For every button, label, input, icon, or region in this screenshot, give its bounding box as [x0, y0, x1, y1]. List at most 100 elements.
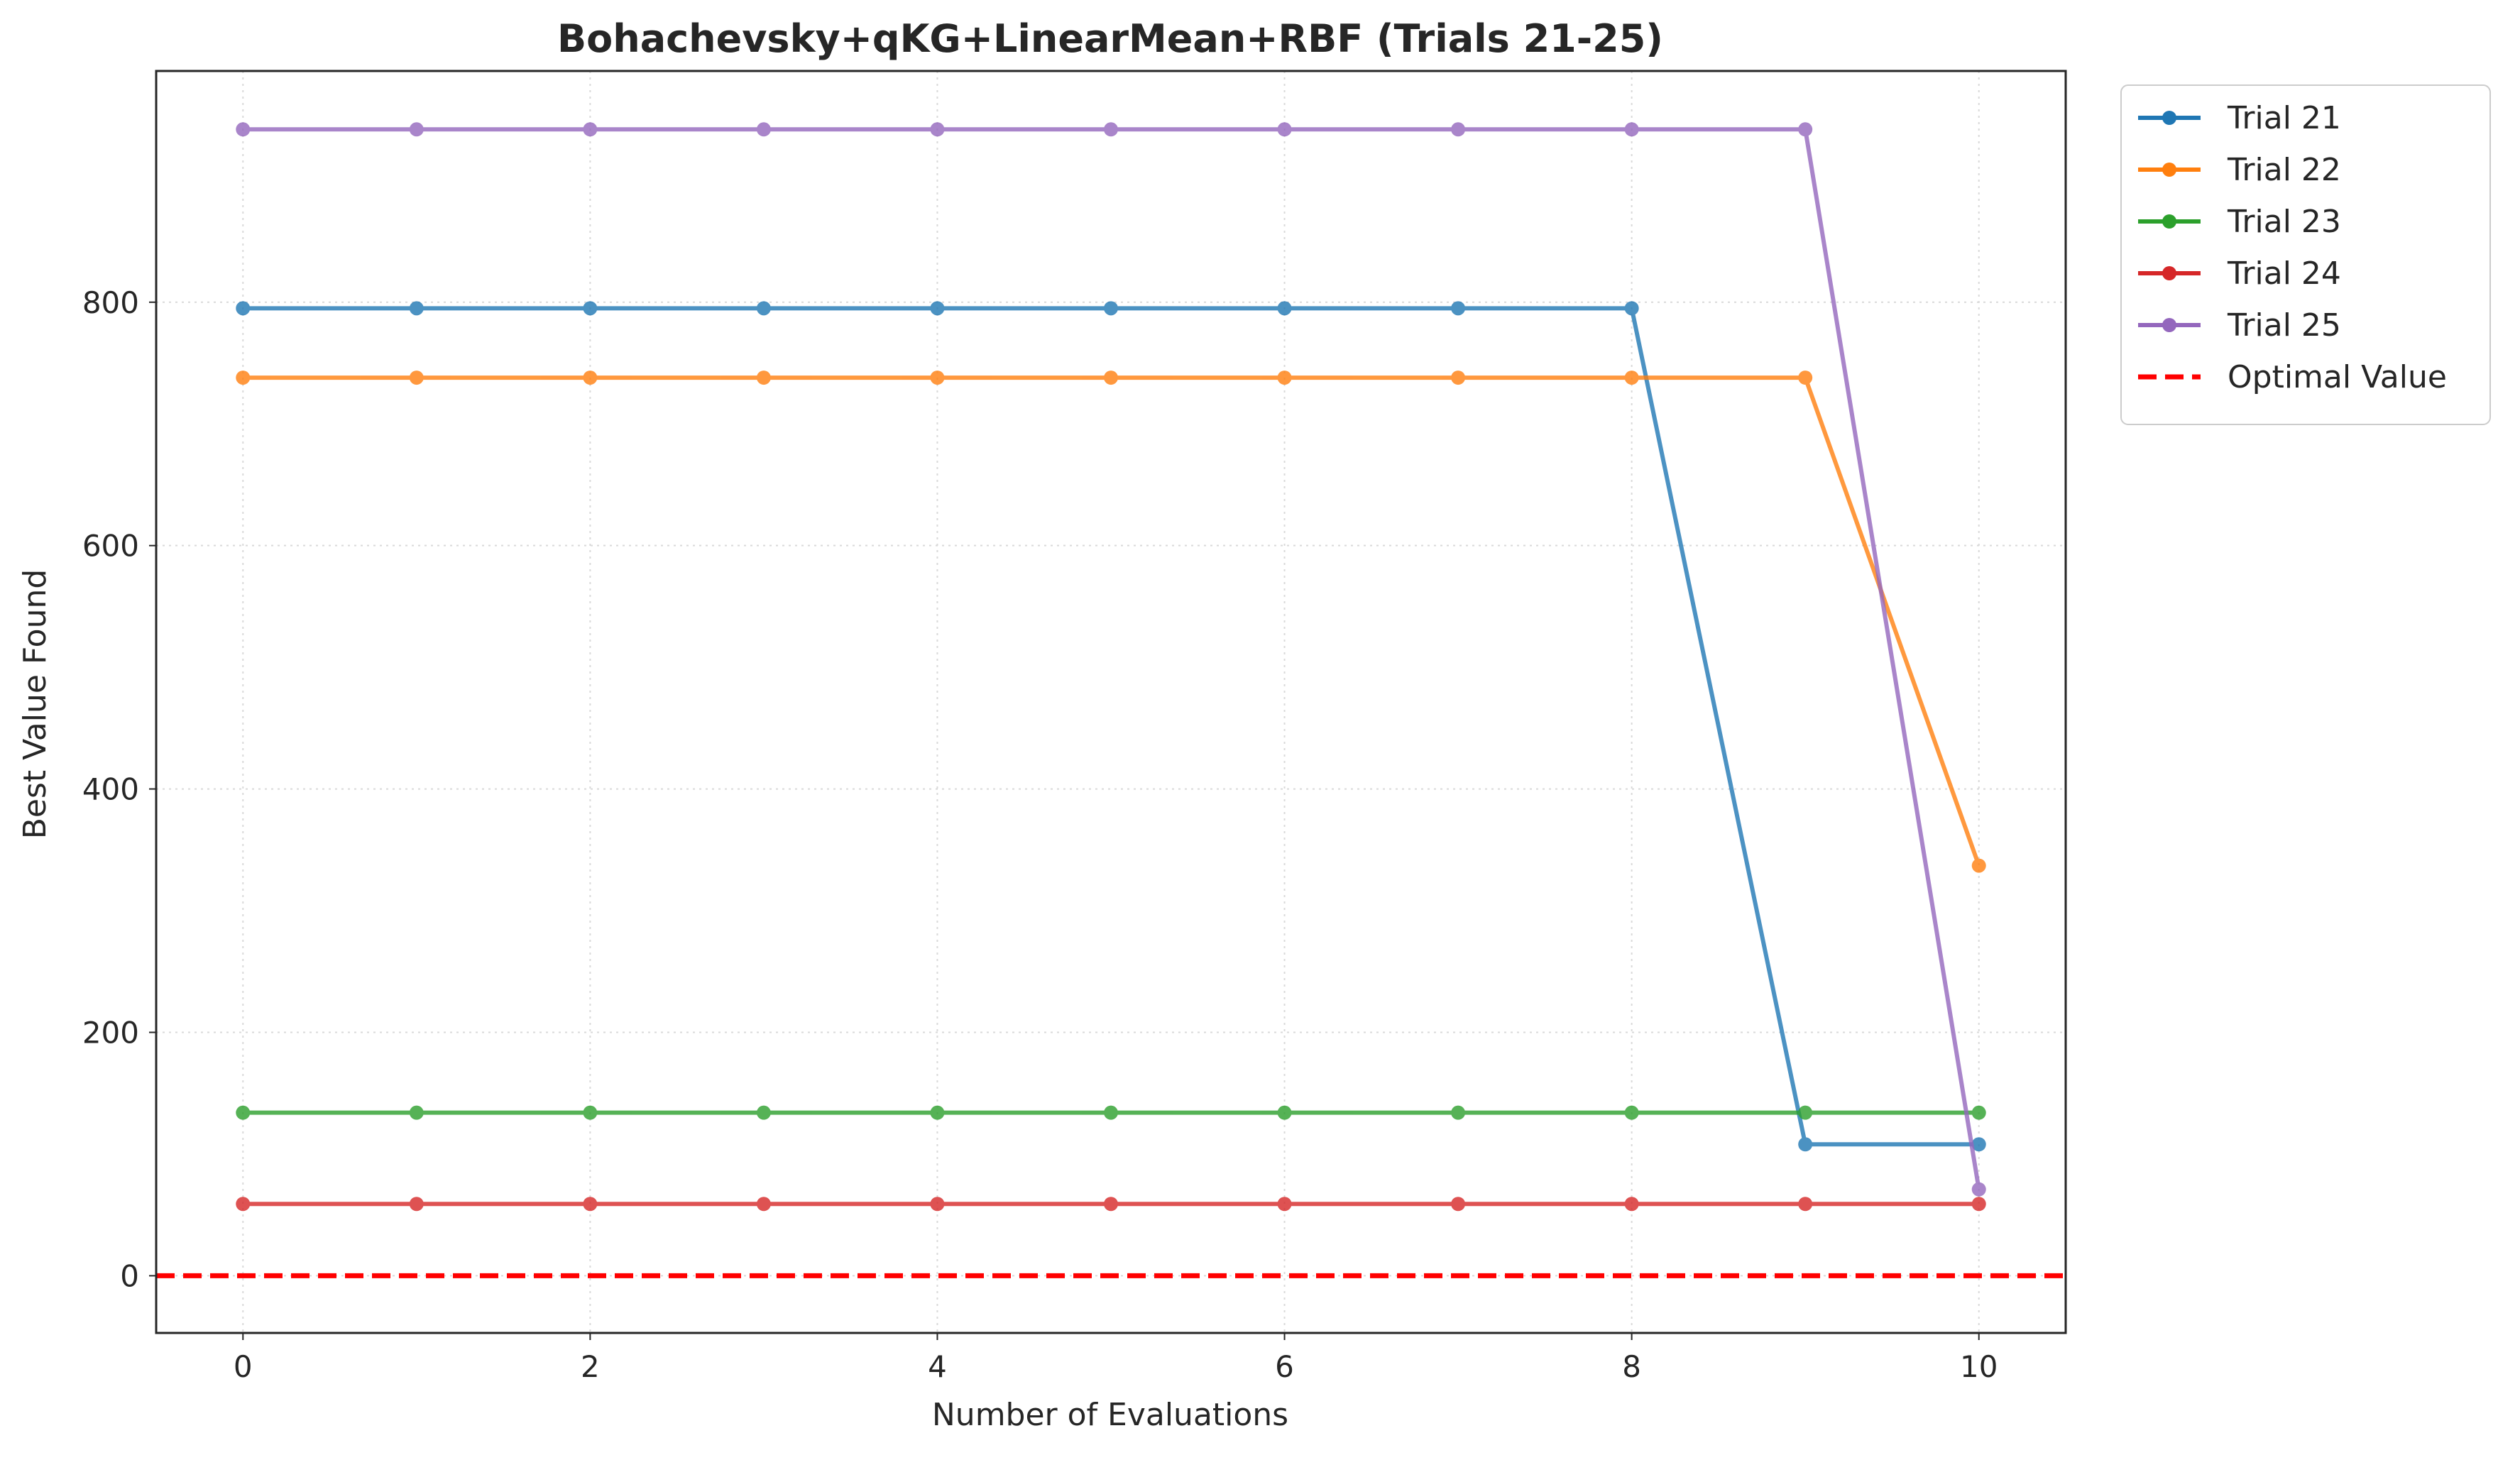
- data-point: [1451, 122, 1466, 137]
- data-point: [1971, 1137, 1986, 1152]
- legend: Trial 21 Trial 22 Trial 23 Trial 24 Trial 25…: [2120, 84, 2491, 425]
- series-trial-23: [236, 1105, 1986, 1120]
- data-point: [1277, 122, 1292, 137]
- x-tick-label: 4: [928, 1349, 947, 1384]
- data-point: [1277, 1197, 1292, 1212]
- legend-label: Trial 22: [2227, 152, 2341, 188]
- legend-label: Trial 23: [2227, 204, 2341, 240]
- legend-swatch-marker: [2162, 318, 2176, 332]
- y-tick-label: 800: [82, 285, 139, 320]
- x-tick-label: 10: [1960, 1349, 1998, 1384]
- data-point: [1624, 1105, 1639, 1120]
- data-point: [930, 1105, 945, 1120]
- legend-swatch-marker: [2162, 111, 2176, 125]
- data-point: [1798, 122, 1813, 137]
- legend-box: [2120, 84, 2491, 425]
- data-point: [1104, 122, 1118, 137]
- data-point: [1104, 1197, 1118, 1212]
- x-tick-label: 8: [1622, 1349, 1641, 1384]
- data-point: [1277, 371, 1292, 385]
- data-point: [1451, 1197, 1466, 1212]
- data-point: [1971, 858, 1986, 873]
- data-point: [930, 301, 945, 316]
- y-tick-label: 0: [120, 1258, 139, 1293]
- y-tick-label: 600: [82, 529, 139, 564]
- data-point: [1971, 1182, 1986, 1197]
- data-point: [1104, 301, 1118, 316]
- legend-item: Trial 23: [2138, 204, 2341, 240]
- data-point: [756, 301, 771, 316]
- data-point: [1451, 1105, 1466, 1120]
- data-point: [1624, 1197, 1639, 1212]
- data-point: [930, 1197, 945, 1212]
- data-point: [1451, 371, 1466, 385]
- series-trial-21: [236, 301, 1986, 1152]
- legend-label: Trial 25: [2227, 307, 2341, 344]
- legend-item: Trial 22: [2138, 152, 2341, 188]
- x-tick-label: 2: [581, 1349, 600, 1384]
- legend-label: Optimal Value: [2228, 359, 2447, 395]
- data-point: [409, 1197, 424, 1212]
- data-point: [1798, 1105, 1813, 1120]
- data-point: [756, 1105, 771, 1120]
- plot-area-frame: [155, 70, 2067, 1334]
- data-point: [1798, 371, 1813, 385]
- legend-label: Trial 24: [2227, 256, 2341, 292]
- data-point: [409, 301, 424, 316]
- legend-label: Trial 21: [2227, 100, 2341, 136]
- data-point: [583, 371, 598, 385]
- legend-swatch-marker: [2162, 163, 2176, 177]
- x-axis-label: Number of Evaluations: [932, 1397, 1288, 1433]
- data-point: [756, 371, 771, 385]
- data-point: [1624, 301, 1639, 316]
- data-point: [1798, 1137, 1813, 1152]
- axis-ticks: 0 2 4 6 8 10 0 200 400 600 800: [82, 285, 1998, 1384]
- data-point: [236, 122, 251, 137]
- data-point: [1624, 371, 1639, 385]
- legend-swatch-marker: [2162, 266, 2176, 280]
- data-point: [1277, 301, 1292, 316]
- data-point: [583, 1105, 598, 1120]
- data-point: [1798, 1197, 1813, 1212]
- data-point: [583, 122, 598, 137]
- data-point: [1971, 1105, 1986, 1120]
- data-point: [236, 371, 251, 385]
- data-point: [583, 301, 598, 316]
- grid: [156, 71, 2066, 1333]
- data-point: [409, 1105, 424, 1120]
- legend-item: Trial 21: [2138, 100, 2341, 136]
- legend-item: Trial 25: [2138, 307, 2341, 344]
- data-point: [1451, 301, 1466, 316]
- data-point: [583, 1197, 598, 1212]
- data-point: [930, 371, 945, 385]
- x-tick-label: 6: [1275, 1349, 1294, 1384]
- data-point: [1104, 1105, 1118, 1120]
- data-point: [236, 1197, 251, 1212]
- data-point: [236, 301, 251, 316]
- chart-title: Bohachevsky+qKG+LinearMean+RBF (Trials 2…: [557, 16, 1663, 61]
- data-point: [1104, 371, 1118, 385]
- data-point: [930, 122, 945, 137]
- data-point: [409, 122, 424, 137]
- legend-item: Optimal Value: [2138, 359, 2447, 395]
- data-point: [1971, 1197, 1986, 1212]
- series-trial-25: [236, 122, 1986, 1197]
- data-point: [756, 1197, 771, 1212]
- series-layer: [236, 122, 1986, 1212]
- data-point: [236, 1105, 251, 1120]
- series-trial-22: [236, 371, 1986, 873]
- data-point: [409, 371, 424, 385]
- legend-item: Trial 24: [2138, 256, 2341, 292]
- data-point: [1624, 122, 1639, 137]
- data-point: [756, 122, 771, 137]
- series-trial-24: [236, 1197, 1986, 1212]
- y-tick-label: 400: [82, 772, 139, 807]
- data-point: [1277, 1105, 1292, 1120]
- legend-swatch-marker: [2162, 214, 2176, 229]
- y-axis-label: Best Value Found: [17, 569, 53, 840]
- x-tick-label: 0: [234, 1349, 253, 1384]
- y-tick-label: 200: [82, 1016, 139, 1050]
